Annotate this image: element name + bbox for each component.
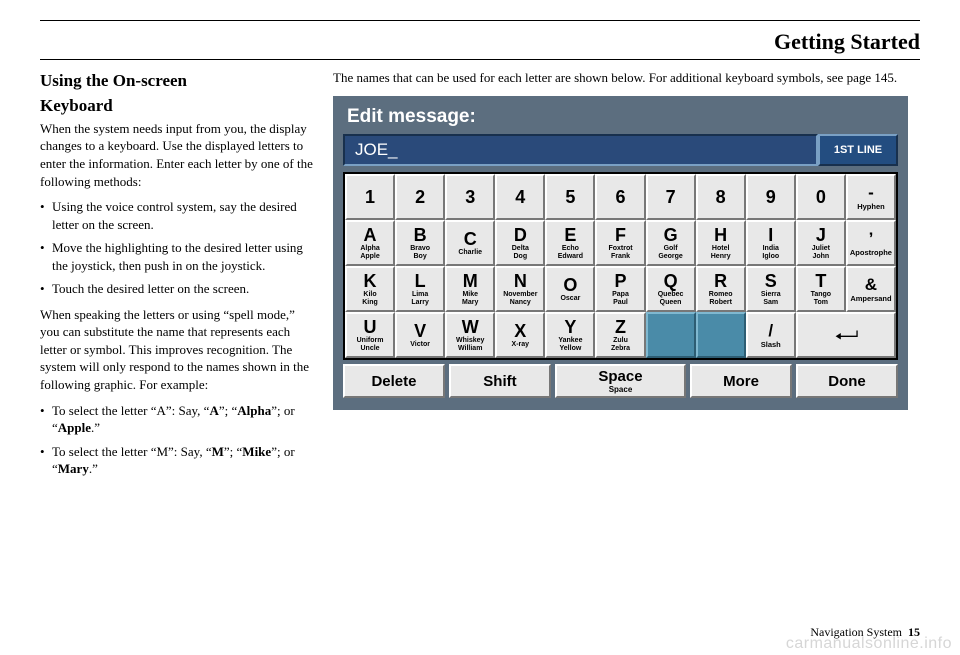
done-button[interactable]: Done <box>796 364 898 398</box>
space-button[interactable]: SpaceSpace <box>555 364 686 398</box>
input-row: JOE_ 1ST LINE <box>343 134 898 166</box>
key-f[interactable]: FFoxtrot Frank <box>595 220 645 266</box>
left-column: Using the On-screen Keyboard When the sy… <box>40 70 315 486</box>
page: Getting Started Using the On-screen Keyb… <box>40 20 920 640</box>
rule <box>40 20 920 21</box>
shift-button[interactable]: Shift <box>449 364 551 398</box>
enter-icon <box>833 327 859 343</box>
key-6[interactable]: 6 <box>595 174 645 220</box>
key-w[interactable]: WWhiskey William <box>445 312 495 358</box>
key-8[interactable]: 8 <box>696 174 746 220</box>
key-apostrophe[interactable]: ’Apostrophe <box>846 220 896 266</box>
key-slash[interactable]: /Slash <box>746 312 796 358</box>
key-t[interactable]: TTango Tom <box>796 266 846 312</box>
key-b[interactable]: BBravo Boy <box>395 220 445 266</box>
key-3[interactable]: 3 <box>445 174 495 220</box>
key-blank <box>646 312 696 358</box>
key-ampersand[interactable]: &Ampersand <box>846 266 896 312</box>
rule <box>40 59 920 60</box>
key-1[interactable]: 1 <box>345 174 395 220</box>
delete-button[interactable]: Delete <box>343 364 445 398</box>
page-header: Getting Started <box>40 29 920 55</box>
key-x[interactable]: XX-ray <box>495 312 545 358</box>
key-a[interactable]: AAlpha Apple <box>345 220 395 266</box>
right-column: The names that can be used for each lett… <box>333 70 920 486</box>
keyboard-grid: 1 2 3 4 5 6 7 8 9 0 -Hyphen AAlpha Apple… <box>343 172 898 360</box>
list-item: Using the voice control system, say the … <box>40 198 315 233</box>
keyboard-bottom-row: Delete Shift SpaceSpace More Done <box>343 364 898 398</box>
key-m[interactable]: MMike Mary <box>445 266 495 312</box>
keyboard-panel: Edit message: JOE_ 1ST LINE 1 2 3 4 5 6 … <box>333 96 908 410</box>
key-blank <box>696 312 746 358</box>
section-title-a: Using the On-screen <box>40 70 315 93</box>
right-intro: The names that can be used for each lett… <box>333 70 920 86</box>
key-z[interactable]: ZZulu Zebra <box>595 312 645 358</box>
key-d[interactable]: DDelta Dog <box>495 220 545 266</box>
text-input[interactable]: JOE_ <box>343 134 818 166</box>
more-button[interactable]: More <box>690 364 792 398</box>
key-5[interactable]: 5 <box>545 174 595 220</box>
key-p[interactable]: PPapa Paul <box>595 266 645 312</box>
key-g[interactable]: GGolf George <box>646 220 696 266</box>
key-y[interactable]: YYankee Yellow <box>545 312 595 358</box>
list-item: Move the highlighting to the desired let… <box>40 239 315 274</box>
key-l[interactable]: LLima Larry <box>395 266 445 312</box>
key-enter[interactable] <box>796 312 896 358</box>
spell-text: When speaking the letters or using “spel… <box>40 306 315 394</box>
method-list: Using the voice control system, say the … <box>40 198 315 298</box>
key-s[interactable]: SSierra Sam <box>746 266 796 312</box>
key-0[interactable]: 0 <box>796 174 846 220</box>
content: Using the On-screen Keyboard When the sy… <box>40 70 920 486</box>
list-item: Touch the desired letter on the screen. <box>40 280 315 298</box>
key-u[interactable]: UUniform Uncle <box>345 312 395 358</box>
section-title-b: Keyboard <box>40 95 315 118</box>
key-q[interactable]: QQuebec Queen <box>646 266 696 312</box>
key-j[interactable]: JJuliet John <box>796 220 846 266</box>
keyboard-title: Edit message: <box>343 106 898 128</box>
key-o[interactable]: OOscar <box>545 266 595 312</box>
key-v[interactable]: VVictor <box>395 312 445 358</box>
key-k[interactable]: KKilo King <box>345 266 395 312</box>
key-r[interactable]: RRomeo Robert <box>696 266 746 312</box>
watermark: carmanualsonline.info <box>786 635 952 653</box>
key-9[interactable]: 9 <box>746 174 796 220</box>
line-button[interactable]: 1ST LINE <box>818 134 898 166</box>
key-h[interactable]: HHotel Henry <box>696 220 746 266</box>
key-i[interactable]: IIndia Igloo <box>746 220 796 266</box>
key-hyphen[interactable]: -Hyphen <box>846 174 896 220</box>
key-c[interactable]: CCharlie <box>445 220 495 266</box>
key-2[interactable]: 2 <box>395 174 445 220</box>
key-n[interactable]: NNovember Nancy <box>495 266 545 312</box>
key-7[interactable]: 7 <box>646 174 696 220</box>
key-4[interactable]: 4 <box>495 174 545 220</box>
list-item: To select the letter “M”: Say, “M”; “Mik… <box>40 443 315 478</box>
intro-text: When the system needs input from you, th… <box>40 120 315 190</box>
list-item: To select the letter “A”: Say, “A”; “Alp… <box>40 402 315 437</box>
example-list: To select the letter “A”: Say, “A”; “Alp… <box>40 402 315 478</box>
key-e[interactable]: EEcho Edward <box>545 220 595 266</box>
